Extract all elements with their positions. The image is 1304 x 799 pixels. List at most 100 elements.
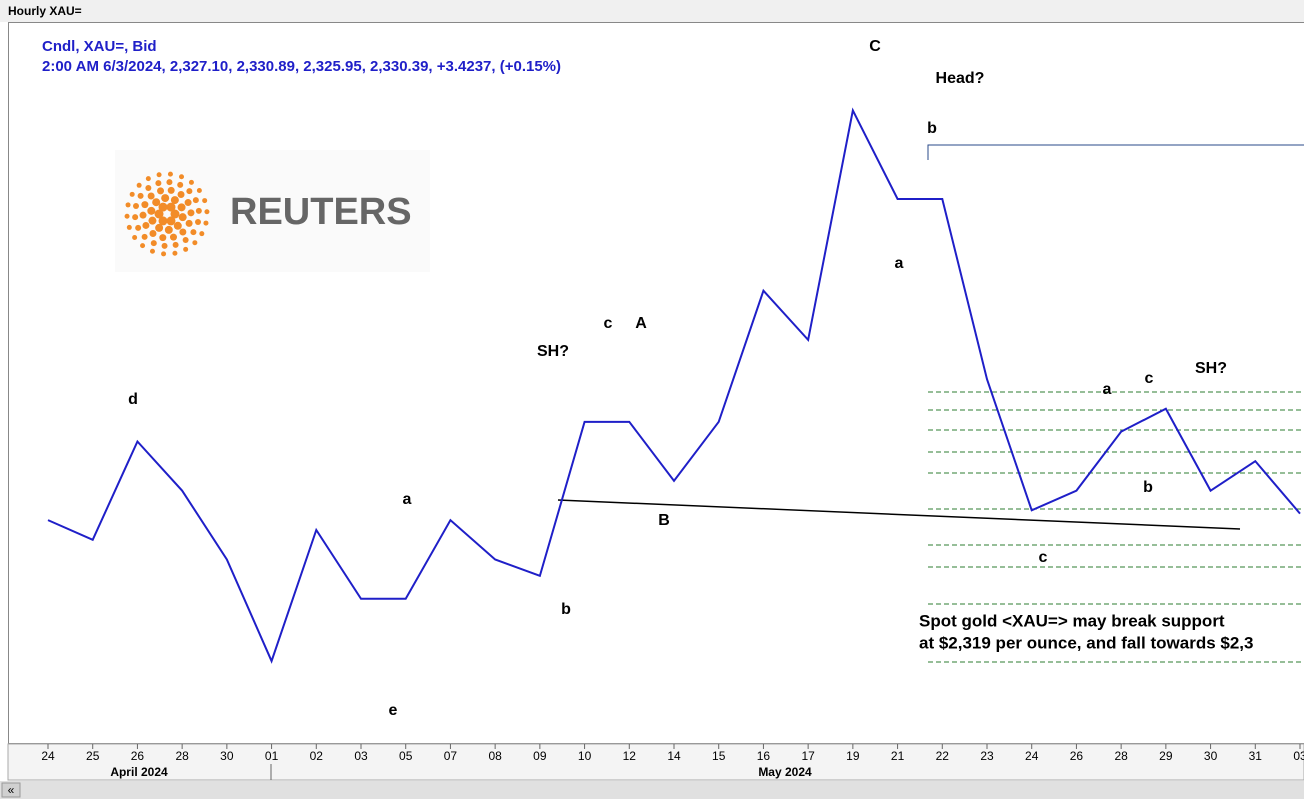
wave-label: a [403, 491, 412, 508]
x-tick-label: 03 [354, 749, 368, 763]
logo-dot [159, 234, 167, 242]
logo-dot [129, 191, 135, 197]
wave-label: a [1103, 381, 1112, 398]
wave-label: A [635, 315, 647, 332]
x-tick-label: 24 [41, 749, 55, 763]
fib-levels [928, 391, 1304, 663]
wave-label: B [658, 512, 670, 529]
x-tick-label: 03 [1293, 749, 1304, 763]
month-label: May 2024 [758, 765, 812, 779]
wave-label: b [1143, 479, 1153, 496]
wave-label: d [128, 391, 138, 408]
logo-dot [152, 198, 161, 207]
month-label: April 2024 [110, 765, 168, 779]
x-tick-label: 14 [667, 749, 681, 763]
scroll-icon: « [8, 783, 15, 797]
x-tick-label: 05 [399, 749, 413, 763]
x-tick-label: 31 [1249, 749, 1263, 763]
logo-dot [145, 184, 152, 191]
legend-line: 2:00 AM 6/3/2024, 2,327.10, 2,330.89, 2,… [42, 58, 561, 75]
x-tick-label: 28 [1114, 749, 1128, 763]
x-tick-label: 26 [131, 749, 145, 763]
logo-dot [141, 201, 149, 209]
logo-dot [136, 182, 142, 188]
x-tick-label: 08 [488, 749, 502, 763]
logo-dot [177, 191, 185, 199]
wave-label: c [604, 315, 613, 332]
logo-dot [124, 213, 130, 219]
logo-dot [156, 172, 162, 178]
logo-dot [145, 176, 151, 182]
logo-dot [167, 171, 173, 177]
scroll-left[interactable] [1, 782, 21, 798]
legend-line: Cndl, XAU=, Bid [42, 38, 157, 55]
logo: REUTERS [115, 150, 430, 272]
logo-dot [190, 229, 197, 236]
logo-dot [149, 248, 155, 254]
logo-dot [186, 188, 193, 195]
x-tick-label: 17 [801, 749, 815, 763]
logo-dot [140, 243, 146, 249]
price-line [47, 107, 1301, 664]
logo-text: REUTERS [230, 191, 412, 233]
wave-label: SH? [1195, 360, 1227, 377]
logo-dot [126, 224, 132, 230]
logo-dot [199, 231, 205, 237]
logo-dot [170, 196, 179, 205]
x-tick-label: 12 [623, 749, 637, 763]
logo-dot [150, 240, 157, 247]
wave-label: Head? [936, 70, 985, 87]
x-tick-label: 24 [1025, 749, 1039, 763]
logo-dot [173, 221, 182, 230]
x-tick-label: 23 [980, 749, 994, 763]
logo-dot [187, 209, 195, 217]
logo-dot [154, 209, 164, 219]
x-tick-label: 22 [936, 749, 950, 763]
plot-area [8, 22, 1304, 744]
x-tick-label: 02 [310, 749, 324, 763]
logo-dot [182, 237, 189, 244]
logo-dot [184, 199, 192, 207]
logo-dot [178, 213, 187, 222]
logo-dot [166, 179, 173, 186]
x-tick-label: 30 [220, 749, 234, 763]
logo-dot [170, 209, 180, 219]
logo-dot [195, 207, 202, 214]
logo-dot [147, 192, 155, 200]
note-line: at $2,319 per ounce, and fall towards $2… [919, 633, 1253, 652]
resistance-line [927, 144, 1304, 160]
x-tick-label: 26 [1070, 749, 1084, 763]
logo-dot [142, 221, 150, 229]
logo-dot [157, 187, 165, 195]
logo-dot [148, 216, 157, 225]
logo-dot [158, 216, 168, 226]
scrollbar[interactable] [0, 781, 1304, 799]
wave-label: b [927, 120, 937, 137]
x-tick-label: 21 [891, 749, 905, 763]
logo-dot [169, 233, 177, 241]
x-tick-label: 10 [578, 749, 592, 763]
logo-dot [202, 198, 208, 204]
logo-dot [161, 242, 168, 249]
x-tick-label: 25 [86, 749, 100, 763]
x-tick-label: 07 [444, 749, 458, 763]
logo-dot [172, 241, 179, 248]
wave-label: b [561, 601, 571, 618]
logo-dot [125, 202, 131, 208]
logo-dot [147, 206, 156, 215]
title-bar [0, 0, 1304, 22]
logo-dot [194, 218, 201, 225]
x-tick-label: 16 [757, 749, 771, 763]
logo-dot [188, 179, 194, 185]
x-tick-label: 15 [712, 749, 726, 763]
logo-dot [167, 186, 175, 194]
logo-dot [155, 223, 164, 232]
logo-dot [179, 228, 187, 236]
x-axis-strip [7, 743, 1304, 781]
wave-label: C [869, 38, 881, 55]
logo-dot [155, 180, 162, 187]
logo-dot [135, 224, 142, 231]
logo-dot [179, 174, 185, 180]
wave-label: c [1039, 549, 1048, 566]
